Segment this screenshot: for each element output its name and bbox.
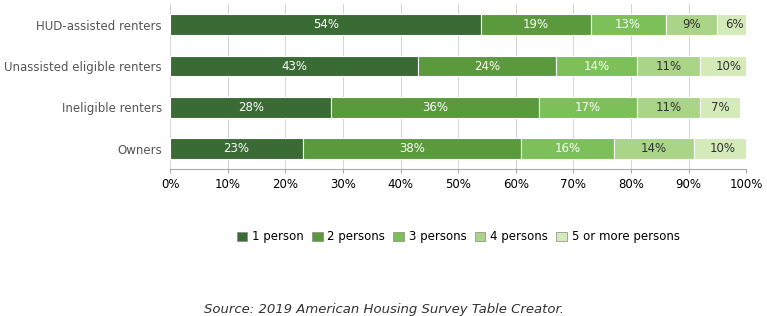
Bar xyxy=(637,56,700,76)
Text: 16%: 16% xyxy=(555,142,581,155)
Bar xyxy=(556,56,637,76)
Text: 38%: 38% xyxy=(399,142,425,155)
Text: 28%: 28% xyxy=(238,101,264,114)
Bar xyxy=(170,97,331,118)
Text: 54%: 54% xyxy=(313,18,339,31)
Text: 6%: 6% xyxy=(726,18,744,31)
Text: 11%: 11% xyxy=(655,101,681,114)
Text: 14%: 14% xyxy=(641,142,667,155)
Bar xyxy=(538,97,637,118)
Bar xyxy=(666,15,717,35)
Bar xyxy=(170,15,481,35)
Bar xyxy=(303,138,522,159)
Text: 14%: 14% xyxy=(584,60,610,73)
Bar xyxy=(614,138,694,159)
Bar xyxy=(694,138,752,159)
Text: 7%: 7% xyxy=(711,101,729,114)
Text: 43%: 43% xyxy=(281,60,307,73)
Text: 19%: 19% xyxy=(523,18,549,31)
Text: Source: 2019 American Housing Survey Table Creator.: Source: 2019 American Housing Survey Tab… xyxy=(203,303,564,316)
Bar xyxy=(418,56,556,76)
Bar xyxy=(717,15,752,35)
Bar xyxy=(700,56,758,76)
Bar xyxy=(522,138,614,159)
Legend: 1 person, 2 persons, 3 persons, 4 persons, 5 or more persons: 1 person, 2 persons, 3 persons, 4 person… xyxy=(234,228,682,246)
Bar xyxy=(637,97,700,118)
Bar xyxy=(170,138,303,159)
Bar xyxy=(591,15,666,35)
Bar xyxy=(700,97,740,118)
Text: 10%: 10% xyxy=(710,142,736,155)
Text: 36%: 36% xyxy=(422,101,448,114)
Text: 23%: 23% xyxy=(223,142,249,155)
Text: 10%: 10% xyxy=(716,60,742,73)
Bar xyxy=(331,97,538,118)
Bar xyxy=(481,15,591,35)
Text: 17%: 17% xyxy=(574,101,601,114)
Bar xyxy=(170,56,418,76)
Text: 13%: 13% xyxy=(615,18,641,31)
Text: 24%: 24% xyxy=(474,60,500,73)
Text: 9%: 9% xyxy=(682,18,701,31)
Text: 11%: 11% xyxy=(655,60,681,73)
